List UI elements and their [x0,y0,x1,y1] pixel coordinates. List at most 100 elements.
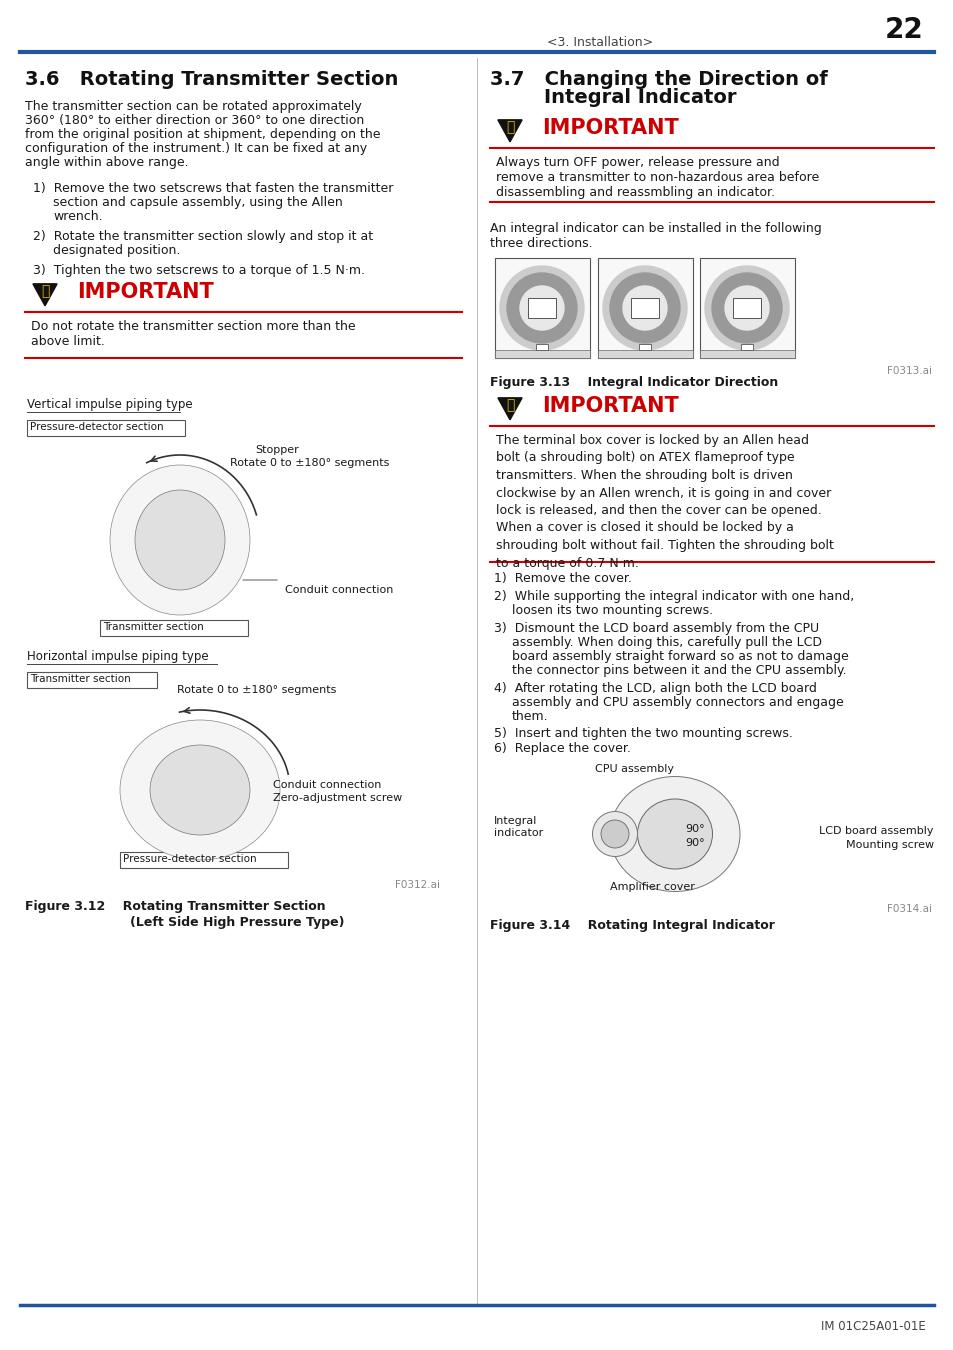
Text: angle within above range.: angle within above range. [25,157,189,169]
Text: IM 01C25A01-01E: IM 01C25A01-01E [821,1320,925,1332]
Circle shape [506,273,577,343]
Ellipse shape [120,720,280,860]
Text: 3.7   Changing the Direction of: 3.7 Changing the Direction of [490,70,827,89]
Text: section and capsule assembly, using the Allen: section and capsule assembly, using the … [53,196,342,209]
Bar [732,298,760,319]
Text: 90°: 90° [684,824,704,834]
Text: Stopper: Stopper [254,446,298,455]
Text: 360° (180° to either direction or 360° to one direction: 360° (180° to either direction or 360° t… [25,113,364,127]
Text: 2)  While supporting the integral indicator with one hand,: 2) While supporting the integral indicat… [494,590,853,603]
Circle shape [711,273,781,343]
Text: F0314.ai: F0314.ai [886,904,931,914]
Bar [100,620,248,636]
Text: Integral
indicator: Integral indicator [494,815,542,837]
Text: Zero-adjustment screw: Zero-adjustment screw [273,792,402,803]
Text: configuration of the instrument.) It can be fixed at any: configuration of the instrument.) It can… [25,142,367,155]
Text: 5)  Insert and tighten the two mounting screws.: 5) Insert and tighten the two mounting s… [494,728,792,740]
Polygon shape [32,284,57,306]
Text: 3)  Tighten the two setscrews to a torque of 1.5 N·m.: 3) Tighten the two setscrews to a torque… [33,265,365,277]
Ellipse shape [592,811,637,856]
Bar [639,344,650,350]
Text: Transmitter section: Transmitter section [103,622,204,632]
Ellipse shape [600,819,628,848]
Ellipse shape [637,799,712,869]
Text: 4)  After rotating the LCD, align both the LCD board: 4) After rotating the LCD, align both th… [494,682,816,695]
Text: 3)  Dismount the LCD board assembly from the CPU: 3) Dismount the LCD board assembly from … [494,622,819,634]
Circle shape [704,266,788,350]
Text: F0312.ai: F0312.ai [395,880,439,890]
Text: Conduit connection: Conduit connection [285,585,393,595]
Text: 2)  Rotate the transmitter section slowly and stop it at: 2) Rotate the transmitter section slowly… [33,230,373,243]
Bar [536,344,547,350]
Text: <3. Installation>: <3. Installation> [546,35,653,49]
Text: the connector pins between it and the CPU assembly.: the connector pins between it and the CP… [512,664,845,676]
Text: Horizontal impulse piping type: Horizontal impulse piping type [27,649,209,663]
Text: Conduit connection: Conduit connection [273,780,381,790]
Text: An integral indicator can be installed in the following
three directions.: An integral indicator can be installed i… [490,221,821,250]
Text: assembly and CPU assembly connectors and engage: assembly and CPU assembly connectors and… [512,697,842,709]
Bar [495,350,589,358]
Bar [495,258,589,358]
Text: 3.6   Rotating Transmitter Section: 3.6 Rotating Transmitter Section [25,70,398,89]
Circle shape [519,286,563,329]
Ellipse shape [110,464,250,616]
Text: from the original position at shipment, depending on the: from the original position at shipment, … [25,128,380,140]
Ellipse shape [609,776,740,891]
Text: CPU assembly: CPU assembly [595,764,673,774]
Bar [27,672,157,688]
Text: ✋: ✋ [505,120,514,134]
Circle shape [622,286,666,329]
Text: The transmitter section can be rotated approximately: The transmitter section can be rotated a… [25,100,361,113]
Text: assembly. When doing this, carefully pull the LCD: assembly. When doing this, carefully pul… [512,636,821,649]
Text: Figure 3.13    Integral Indicator Direction: Figure 3.13 Integral Indicator Direction [490,377,778,389]
Text: 22: 22 [884,16,923,45]
Text: IMPORTANT: IMPORTANT [77,282,213,302]
Bar [527,298,556,319]
Circle shape [499,266,583,350]
Bar [630,298,659,319]
Circle shape [724,286,768,329]
Text: Pressure-detector section: Pressure-detector section [123,855,256,864]
Text: IMPORTANT: IMPORTANT [541,117,678,138]
Text: LCD board assembly: LCD board assembly [819,826,933,836]
Text: 1)  Remove the two setscrews that fasten the transmitter: 1) Remove the two setscrews that fasten … [33,182,393,194]
Bar [598,258,692,358]
Circle shape [602,266,686,350]
Text: IMPORTANT: IMPORTANT [541,396,678,416]
Text: 1)  Remove the cover.: 1) Remove the cover. [494,572,631,585]
Bar [740,344,752,350]
Text: (Left Side High Pressure Type): (Left Side High Pressure Type) [25,917,344,929]
Text: wrench.: wrench. [53,211,103,223]
Text: loosen its two mounting screws.: loosen its two mounting screws. [512,603,713,617]
Text: 6)  Replace the cover.: 6) Replace the cover. [494,743,630,755]
Text: Do not rotate the transmitter section more than the
above limit.: Do not rotate the transmitter section mo… [30,320,355,348]
Text: them.: them. [512,710,548,724]
Text: Rotate 0 to ±180° segments: Rotate 0 to ±180° segments [230,458,389,468]
Text: Figure 3.12    Rotating Transmitter Section: Figure 3.12 Rotating Transmitter Section [25,900,325,913]
Text: designated position.: designated position. [53,244,180,256]
Bar [120,852,288,868]
Text: Integral Indicator: Integral Indicator [490,88,736,107]
Text: ✋: ✋ [505,398,514,412]
Text: Mounting screw: Mounting screw [845,840,933,850]
Text: F0313.ai: F0313.ai [886,366,931,377]
Bar [27,420,185,436]
Polygon shape [497,120,521,142]
Text: 90°: 90° [684,838,704,848]
Bar [700,350,794,358]
Text: board assembly straight forward so as not to damage: board assembly straight forward so as no… [512,649,848,663]
Ellipse shape [135,490,225,590]
Polygon shape [497,398,521,420]
Text: ✋: ✋ [41,284,49,298]
Text: Transmitter section: Transmitter section [30,674,131,684]
Text: Always turn OFF power, release pressure and
remove a transmitter to non-hazardou: Always turn OFF power, release pressure … [496,157,819,198]
Text: Vertical impulse piping type: Vertical impulse piping type [27,398,193,410]
Text: The terminal box cover is locked by an Allen head
bolt (a shrouding bolt) on ATE: The terminal box cover is locked by an A… [496,433,833,570]
Text: Rotate 0 to ±180° segments: Rotate 0 to ±180° segments [177,684,336,695]
Text: Amplifier cover: Amplifier cover [609,882,694,892]
Ellipse shape [150,745,250,836]
Bar [598,350,692,358]
Text: Figure 3.14    Rotating Integral Indicator: Figure 3.14 Rotating Integral Indicator [490,919,774,931]
Circle shape [609,273,679,343]
Bar [700,258,794,358]
